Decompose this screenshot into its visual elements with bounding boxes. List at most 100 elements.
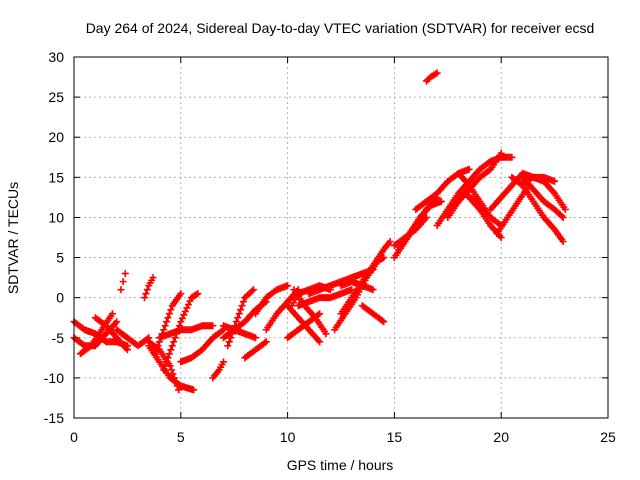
data-point [218,327,226,335]
x-tick-label: 0 [70,429,78,445]
series-arc33 [390,213,430,250]
x-tick-label: 25 [600,429,616,445]
data-points [70,69,569,394]
data-point [559,238,567,246]
axis-ticks: 0 5 10 15 20 25 -15 -10 -5 0 5 10 15 20 25 30 [44,49,616,445]
data-point [177,318,185,326]
data-point [170,338,178,346]
series-arc20 [262,286,302,334]
series-arc43 [508,173,567,246]
data-point [220,358,228,366]
data-point [160,326,168,334]
data-point [238,302,246,310]
data-point [237,306,245,314]
data-point [262,338,270,346]
data-point [142,290,150,298]
data-point [234,314,242,322]
data-point [170,374,178,382]
data-point [121,270,129,278]
series-arc7 [140,274,157,302]
data-point [232,318,240,326]
x-tick-label: 10 [280,429,296,445]
series-arc29 [358,302,388,326]
y-axis-label: SDTVAR / TECUs [5,182,21,294]
y-tick-label: -15 [44,410,64,426]
data-point [314,311,322,319]
data-point [497,234,505,241]
series-arc37 [444,149,505,221]
data-point [508,153,516,161]
data-point [149,274,157,282]
y-tick-label: 10 [48,209,64,225]
data-point [194,290,202,298]
data-point [422,213,430,221]
data-point [113,318,121,326]
data-point [261,339,269,347]
data-point [177,290,185,298]
y-tick-label: 30 [48,49,64,65]
data-point [186,297,194,305]
data-point [559,213,567,221]
series-arc25 [294,286,356,310]
data-point [108,310,116,318]
data-point [248,287,256,295]
series-arc35 [422,69,441,85]
data-point [190,386,198,394]
x-tick-label: 20 [493,429,509,445]
data-point [224,342,232,350]
data-point [160,366,168,374]
data-point [316,338,324,346]
data-point [380,318,388,326]
data-point [161,322,169,330]
data-point [168,342,176,350]
y-tick-label: 25 [48,89,64,105]
data-point [437,197,445,205]
data-point [180,311,188,319]
data-point [497,149,505,157]
data-point [153,346,161,354]
data-point [209,322,217,330]
data-point [228,330,236,338]
data-point [173,382,181,390]
data-point [164,314,172,322]
y-tick-label: -10 [44,370,64,386]
data-point [551,177,559,185]
data-point [316,310,324,318]
data-point [229,326,237,334]
data-point [169,370,177,378]
data-point [161,362,169,370]
data-point [151,350,159,358]
data-point [561,205,569,213]
data-point [117,286,125,294]
data-point [168,366,176,374]
series-arc18 [241,338,270,362]
series-arc30 [337,278,377,294]
data-point [227,334,235,342]
plot-frame [73,56,609,419]
data-point [386,238,394,246]
series-arc12 [155,322,217,342]
data-point [183,304,191,312]
y-tick-label: 0 [56,290,64,306]
x-tick-label: 5 [177,429,185,445]
data-point [239,298,247,306]
data-point [181,307,189,315]
series-arc45 [519,173,559,185]
data-point [558,212,566,220]
data-point [322,330,330,338]
data-point [433,69,441,77]
x-axis-label: GPS time / hours [287,457,394,473]
series-arc44 [519,173,567,221]
data-point [249,286,257,294]
series-arc17 [224,286,257,350]
data-point [235,310,243,318]
series-arc19 [252,282,292,318]
data-point [465,165,473,173]
grid-lines [74,57,608,418]
data-point [184,301,192,309]
data-point [167,346,175,354]
y-tick-label: 15 [48,169,64,185]
data-point [482,209,490,217]
y-tick-label: 20 [48,129,64,145]
